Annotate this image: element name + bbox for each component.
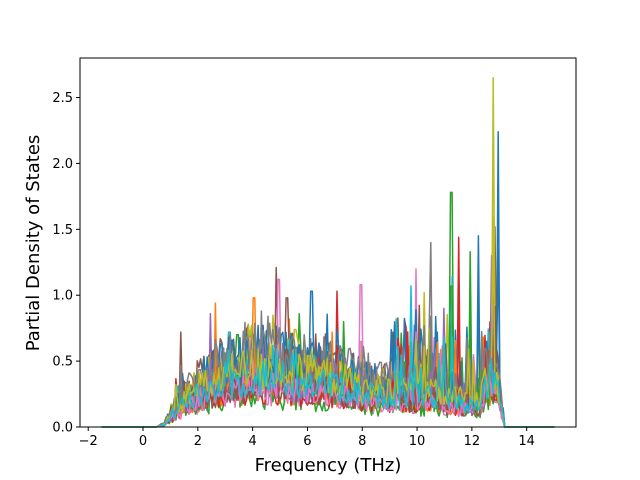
x-tick-label: 14 (518, 434, 535, 449)
y-tick-label: 2.0 (52, 157, 73, 172)
plot-frame (79, 57, 577, 428)
pdos-series-line (101, 335, 555, 428)
y-axis: 0.0 0.5 1.0 1.5 2.0 2.5 (52, 91, 80, 436)
x-tick-label: 6 (303, 434, 311, 449)
x-tick-label: 2 (194, 434, 202, 449)
series-layer (101, 77, 555, 428)
x-tick-label: −2 (79, 434, 98, 449)
y-tick-label: 1.5 (52, 223, 73, 238)
x-tick-label: 4 (249, 434, 257, 449)
y-tick-label: 2.5 (52, 91, 73, 106)
x-axis-label: Frequency (THz) (255, 455, 402, 476)
y-axis-label: Partial Density of States (23, 135, 44, 352)
x-tick-label: 10 (409, 434, 426, 449)
x-axis: −2 0 2 4 6 8 10 12 14 (79, 427, 535, 449)
x-tick-label: 12 (464, 434, 481, 449)
x-tick-label: 8 (358, 434, 366, 449)
y-tick-label: 0.5 (52, 355, 73, 370)
x-tick-label: 0 (139, 434, 147, 449)
y-tick-label: 1.0 (52, 289, 73, 304)
y-tick-label: 0.0 (52, 421, 73, 436)
